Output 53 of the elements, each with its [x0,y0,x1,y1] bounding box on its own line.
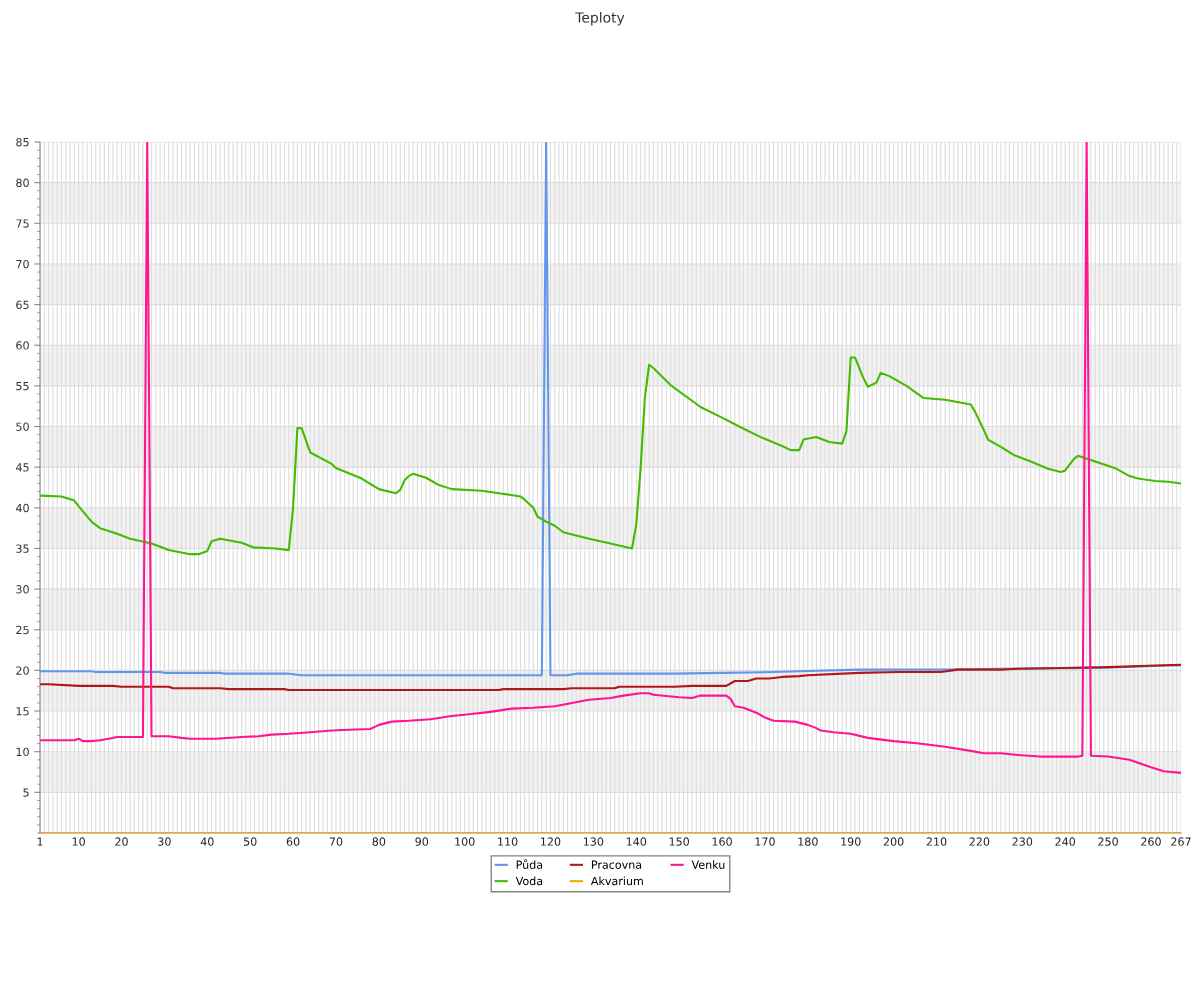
x-tick-label: 230 [1012,837,1033,846]
x-tick-label: 140 [626,837,647,846]
y-tick-label: 80 [16,178,29,188]
x-tick-label: 250 [1098,837,1118,846]
x-tick-label: 260 [1141,837,1161,846]
legend-label: Voda [515,876,543,886]
y-tick-label: 30 [16,585,29,594]
y-tick-label: 20 [16,666,29,675]
x-tick-label: 210 [926,837,947,846]
y-tick-label: 65 [16,300,29,309]
x-tick-label: 10 [72,837,85,846]
line-series [40,356,1181,556]
x-tick-label: 160 [712,837,732,846]
x-tick-label: 20 [115,837,128,846]
x-tick-label: 90 [415,837,429,846]
y-tick-label: 15 [16,707,29,716]
y-tick-label: 5 [23,788,29,797]
x-tick-label: 100 [455,837,475,846]
x-tick-label: 30 [158,837,171,846]
y-tick-label: 50 [16,422,29,431]
y-tick-label: 25 [16,625,29,635]
x-tick-label: 240 [1055,837,1076,846]
x-tick-label: 180 [798,837,818,846]
x-tick-label: 190 [841,837,861,846]
line-series [40,663,1181,691]
x-tick-label: 80 [372,837,386,846]
x-tick-label: 120 [541,837,561,846]
y-tick-label: 75 [16,219,29,228]
y-tick-label: 35 [16,544,29,553]
legend-label: Půda [516,859,543,869]
x-tick-label: 110 [498,837,518,846]
x-tick-label: 130 [583,837,604,846]
y-tick-label: 60 [16,341,29,350]
legend-label: Akvarium [590,876,643,886]
y-tick-label: 40 [15,503,29,513]
y-tick-label: 70 [16,259,29,269]
legend-label: Pracovna [591,860,642,869]
legend-label: Venku [691,860,725,869]
x-tick-label: 50 [243,837,257,846]
x-tick-label: 70 [329,837,343,846]
chart-title: Teploty [575,12,625,26]
x-tick-label: 267 [1171,837,1191,846]
x-tick-label: 170 [755,837,775,846]
y-tick-label: 10 [16,747,29,757]
x-tick-label: 200 [883,837,904,846]
x-tick-label: 60 [286,837,300,846]
x-tick-label: 220 [969,837,990,846]
y-tick-label: 85 [16,137,29,147]
y-tick-label: 45 [15,463,29,472]
y-tick-label: 55 [16,382,29,391]
x-tick-label: 40 [200,837,214,846]
x-tick-label: 1 [37,837,43,846]
x-tick-label: 150 [669,837,689,846]
